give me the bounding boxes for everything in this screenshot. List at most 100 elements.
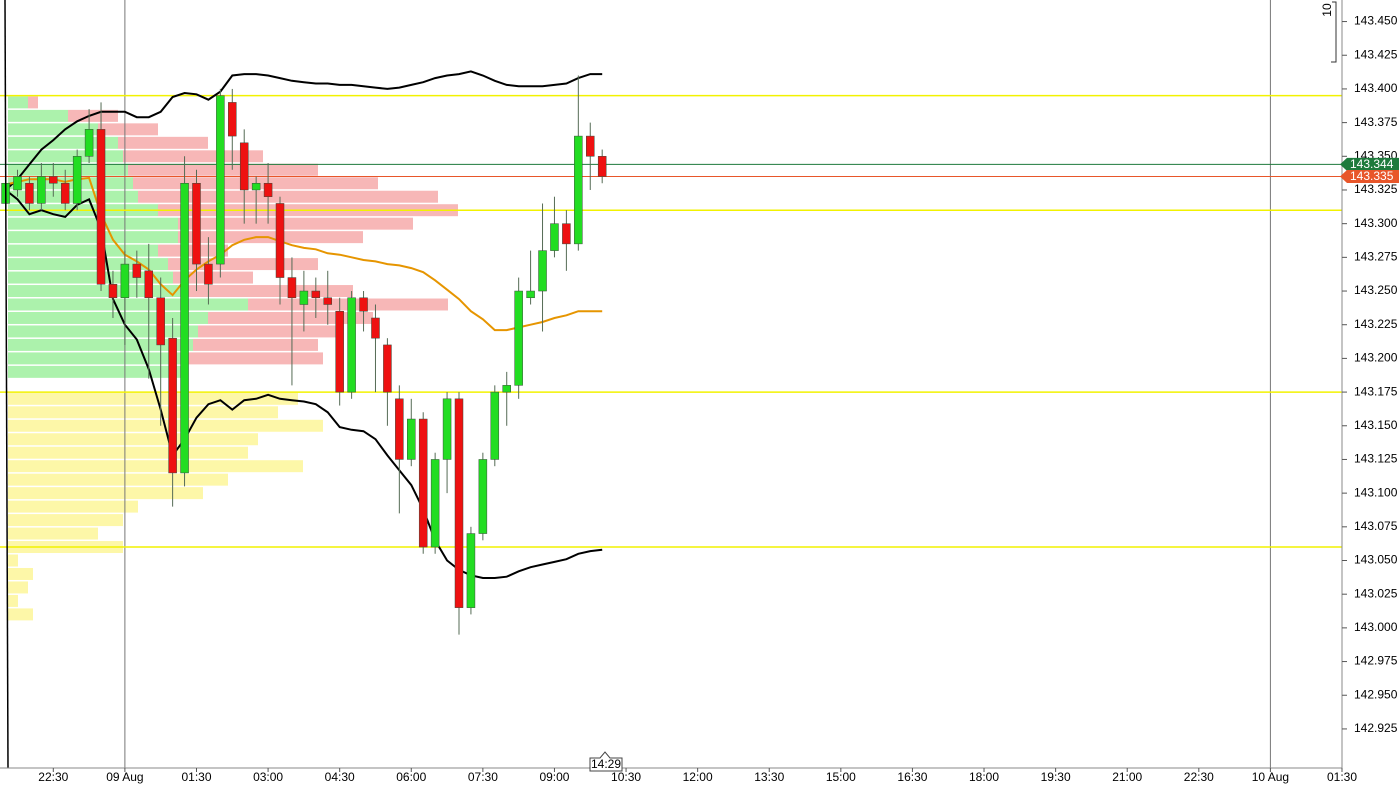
y-tick-label: 143.400 [1354, 81, 1398, 95]
x-tick-label: 04:30 [325, 770, 355, 784]
candle-body [347, 297, 356, 393]
x-tick-label: 10:30 [611, 770, 641, 784]
candle-body [156, 297, 165, 346]
candle-body [299, 290, 309, 305]
y-tick-label: 143.000 [1354, 620, 1398, 634]
x-tick-label: 12:00 [683, 770, 713, 784]
candle-body [108, 284, 118, 299]
profile-sell [188, 285, 353, 298]
candle-body [371, 317, 380, 339]
profile-buy [8, 177, 133, 190]
candle-body [562, 223, 571, 245]
candle-body [287, 277, 297, 299]
profile-buy [8, 231, 178, 244]
x-tick-label: 21:00 [1112, 770, 1142, 784]
x-tick-label: 01:30 [1327, 770, 1357, 784]
profile-buy [8, 311, 208, 324]
y-tick-label: 143.425 [1354, 47, 1398, 61]
candle-body [359, 297, 368, 312]
candle-body [144, 270, 154, 299]
candle-body [586, 135, 595, 157]
profile-outside [8, 514, 123, 527]
price-tag-label: 143.344 [1350, 157, 1394, 171]
profile-edge [4, 0, 9, 769]
profile-sell [188, 352, 323, 365]
profile-buy [8, 150, 123, 163]
profile-outside [8, 594, 18, 607]
profile-outside [8, 554, 18, 567]
profile-outside [8, 473, 228, 486]
scale-label: 10 [1320, 3, 1334, 17]
candle-body [132, 263, 142, 278]
profile-sell [198, 325, 343, 338]
candle-body [263, 182, 273, 197]
y-tick-label: 143.450 [1354, 14, 1398, 28]
x-tick-label: 15:00 [826, 770, 856, 784]
candle-body [526, 290, 535, 299]
price-tag-label: 143.335 [1350, 169, 1394, 183]
profile-sell [178, 217, 413, 230]
y-tick-label: 143.225 [1354, 317, 1398, 331]
y-tick-label: 143.050 [1354, 553, 1398, 567]
profile-sell [138, 190, 438, 203]
profile-sell [168, 258, 318, 271]
profile-outside [8, 487, 203, 500]
profile-outside [8, 608, 33, 621]
x-tick-label: 06:00 [396, 770, 426, 784]
candle-body [430, 459, 440, 548]
profile-buy [8, 365, 183, 378]
candle-body [60, 182, 70, 204]
candle-body [335, 310, 344, 393]
y-tick-label: 143.025 [1354, 586, 1398, 600]
profile-outside [8, 500, 138, 513]
y-tick-label: 143.200 [1354, 351, 1398, 365]
x-tick-label: 16:30 [897, 770, 927, 784]
candle-body [538, 250, 547, 292]
profile-outside [8, 460, 303, 473]
profile-buy [8, 352, 188, 365]
profile-buy [8, 338, 193, 351]
profile-buy [8, 109, 68, 122]
profile-buy [8, 325, 198, 338]
profile-outside [8, 527, 98, 540]
x-tick-label: 10 Aug [1252, 770, 1289, 784]
candle-body [228, 102, 237, 137]
candle-body [442, 398, 452, 460]
candles [1, 75, 607, 635]
candle-body [25, 182, 34, 204]
candle-body [13, 176, 22, 191]
candle-body [478, 459, 488, 534]
price-tag [1340, 170, 1399, 184]
x-tick-label: 22:30 [38, 770, 68, 784]
profile-outside [8, 406, 278, 419]
profile-buy [8, 123, 98, 136]
profile-sell [193, 338, 318, 351]
candle-body [84, 129, 94, 157]
profile-outside [8, 446, 248, 459]
y-tick-label: 143.175 [1354, 384, 1398, 398]
candle-body [120, 263, 130, 299]
x-tick-label: 22:30 [1184, 770, 1214, 784]
x-tick-label: 03:00 [253, 770, 283, 784]
profile-buy [8, 96, 28, 109]
profile-outside [8, 567, 33, 580]
profile-buy [8, 244, 158, 257]
profile-sell [98, 123, 158, 136]
candle-body [514, 290, 523, 386]
candle-body [311, 290, 321, 299]
price-tag [1340, 157, 1399, 171]
y-tick-label: 142.975 [1354, 654, 1398, 668]
y-tick-label: 143.075 [1354, 519, 1398, 533]
candle-body [454, 398, 464, 608]
x-tick-label: 01:30 [181, 770, 211, 784]
profile-buy [8, 217, 178, 230]
y-tick-label: 143.125 [1354, 452, 1398, 466]
y-tick-label: 143.375 [1354, 115, 1398, 129]
profile-sell [123, 150, 263, 163]
candle-body [323, 297, 332, 305]
x-tick-label: 07:30 [468, 770, 498, 784]
profile-buy [8, 298, 248, 311]
candle-body [490, 391, 500, 460]
profile-buy [8, 285, 188, 298]
